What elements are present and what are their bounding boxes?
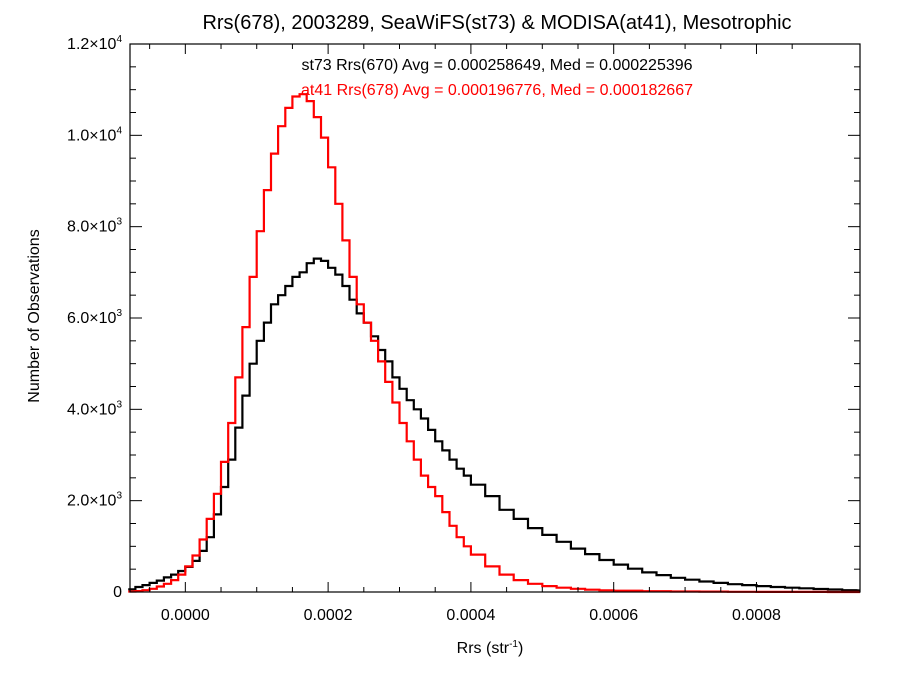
x-tick-label: 0.0002 — [304, 607, 353, 624]
y-tick-label: 1.2×104 — [67, 34, 122, 53]
y-axis-label: Number of Observations — [26, 229, 43, 402]
plot-frame — [129, 43, 861, 593]
chart-title: Rrs(678), 2003289, SeaWiFS(st73) & MODIS… — [202, 12, 791, 34]
ticks-layer: 0.0000 0.0002 0.0004 0.0006 0.0008 0 2.0×103 4.… — [67, 34, 860, 624]
y-tick-label: 8.0×103 — [67, 217, 122, 236]
series-2-step-line — [128, 93, 860, 594]
y-tick-label: 0 — [113, 584, 122, 601]
y-tick-label: 6.0×103 — [67, 308, 122, 327]
y-tick-label: 4.0×103 — [67, 399, 122, 418]
x-tick-label: 0.0008 — [732, 607, 781, 624]
legend-annotations: st73 Rrs(670) Avg = 0.000258649, Med = 0… — [301, 57, 693, 99]
x-tick-label: 0.0000 — [161, 607, 210, 624]
y-tick-label: 1.0×104 — [67, 125, 122, 144]
annotation-1: st73 Rrs(670) Avg = 0.000258649, Med = 0… — [301, 57, 692, 74]
x-axis-label: Rrs (str-1) — [457, 639, 524, 657]
series-1-step-line — [128, 257, 861, 592]
x-tick-label: 0.0006 — [589, 607, 638, 624]
annotation-2: at41 Rrs(678) Avg = 0.000196776, Med = 0… — [301, 82, 693, 99]
y-tick-label: 2.0×103 — [67, 491, 122, 510]
x-tick-label: 0.0004 — [446, 607, 495, 624]
series-layer — [128, 93, 861, 594]
